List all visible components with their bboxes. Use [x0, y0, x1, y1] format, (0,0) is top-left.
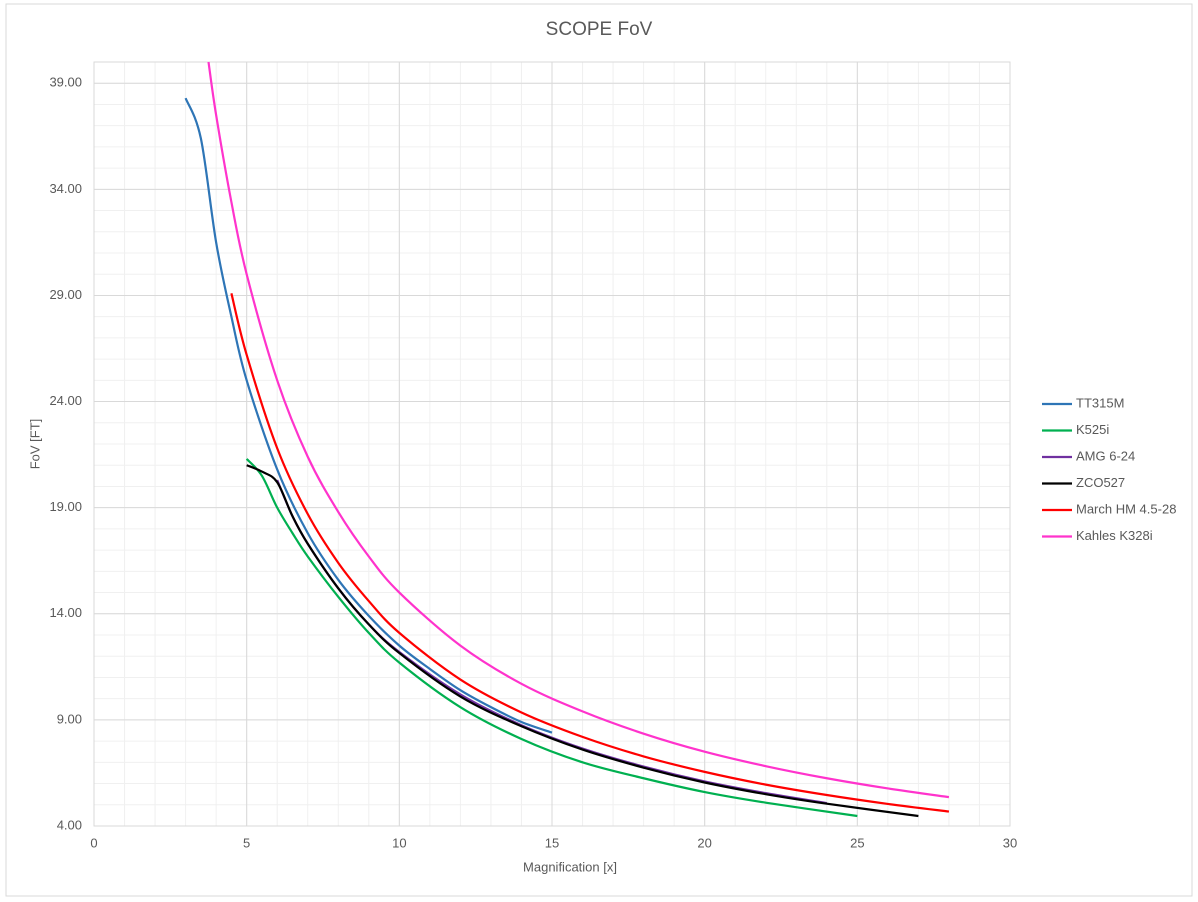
- series-line: [207, 61, 950, 799]
- y-tick-label: 24.00: [49, 393, 82, 408]
- x-tick-label: 5: [243, 835, 250, 850]
- y-tick-label: 39.00: [49, 75, 82, 90]
- x-tick-label: 10: [392, 835, 406, 850]
- series-line: [184, 97, 553, 734]
- series-line: [246, 464, 919, 818]
- legend-label: K525i: [1076, 422, 1109, 437]
- x-axis-label: Magnification [x]: [523, 859, 617, 874]
- legend-label: TT315M: [1076, 395, 1124, 410]
- legend-label: ZCO527: [1076, 475, 1125, 490]
- y-tick-label: 4.00: [57, 817, 82, 832]
- x-tick-label: 30: [1003, 835, 1017, 850]
- x-tick-label: 25: [850, 835, 864, 850]
- series-line: [230, 293, 950, 813]
- x-tick-label: 20: [697, 835, 711, 850]
- series-line: [245, 458, 858, 818]
- x-tick-label: 15: [545, 835, 559, 850]
- plot-area: [93, 61, 1011, 827]
- y-tick-label: 29.00: [49, 287, 82, 302]
- chart-title: SCOPE FoV: [546, 19, 653, 40]
- y-tick-label: 34.00: [49, 181, 82, 196]
- y-tick-label: 19.00: [49, 499, 82, 514]
- legend-label: AMG 6-24: [1076, 448, 1135, 463]
- legend-label: March HM 4.5-28: [1076, 501, 1176, 516]
- y-tick-label: 9.00: [57, 711, 82, 726]
- legend-label: Kahles K328i: [1076, 528, 1153, 543]
- x-tick-label: 0: [90, 835, 97, 850]
- y-axis-label: FoV [FT]: [27, 419, 42, 470]
- y-tick-label: 14.00: [49, 605, 82, 620]
